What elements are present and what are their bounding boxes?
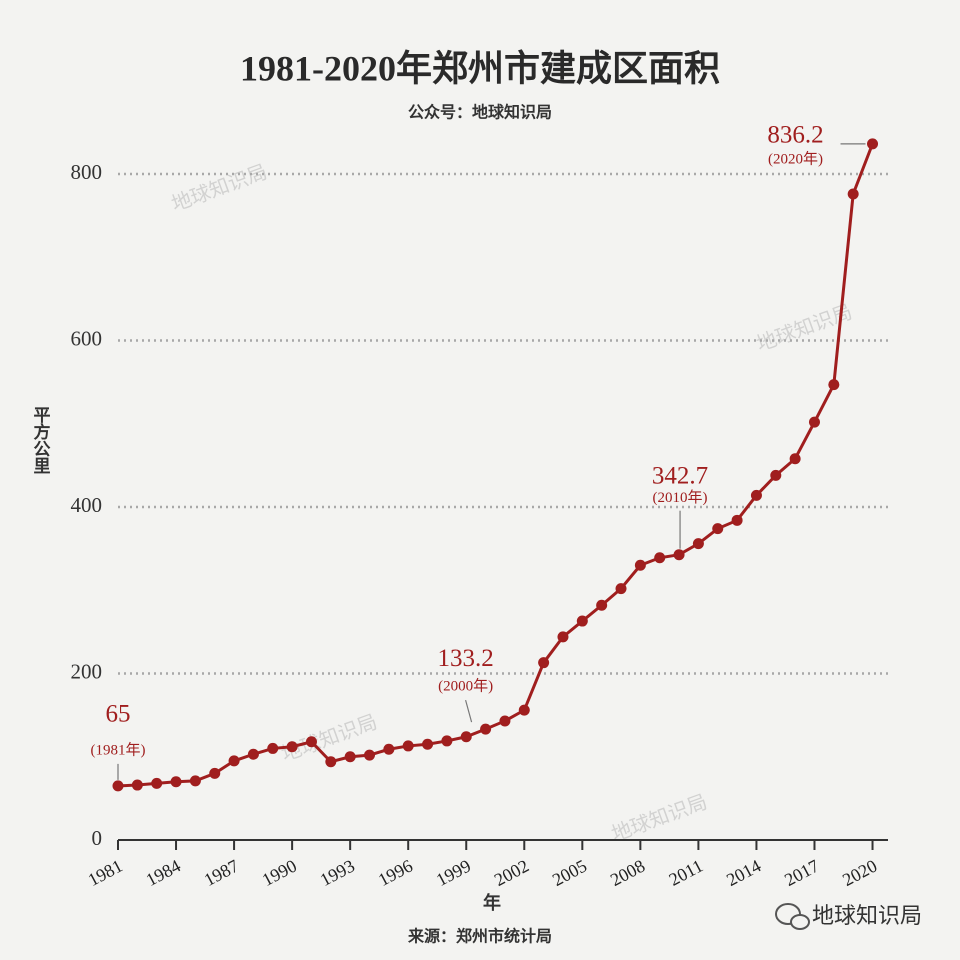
x-tick-label: 2014 [723, 856, 764, 891]
data-point [364, 749, 376, 761]
data-point [692, 538, 704, 550]
data-point [247, 748, 259, 760]
data-point [557, 631, 569, 643]
subtitle: 公众号：地球知识局 [408, 103, 552, 122]
data-point [731, 514, 743, 526]
data-point [305, 736, 317, 748]
brand-logo: 地球知识局 [775, 903, 922, 930]
data-point [750, 489, 762, 501]
data-point [344, 751, 356, 763]
annotation-label: (2000年) [438, 678, 493, 695]
annotation-value: 342.7 [652, 462, 708, 489]
x-tick-label: 1987 [201, 856, 242, 891]
annotation-label: (1981年) [91, 741, 146, 758]
x-tick-label: 2017 [781, 856, 822, 891]
brand: 地球知识局 [812, 904, 922, 929]
x-tick-label: 2008 [607, 856, 648, 891]
data-point [460, 731, 472, 743]
x-tick-label: 1981 [85, 856, 126, 891]
data-point [112, 780, 124, 792]
data-point [808, 416, 820, 428]
data-point [634, 559, 646, 571]
data-point [189, 775, 201, 787]
data-line [117, 143, 874, 788]
source: 来源：郑州市统计局 [407, 927, 552, 946]
y-tick-label: 400 [71, 493, 103, 517]
data-point [286, 741, 298, 753]
y-tick-label: 0 [92, 826, 103, 850]
data-point [131, 779, 143, 791]
data-point [847, 188, 859, 200]
data-point [712, 523, 724, 535]
data-point [828, 379, 840, 391]
data-point [441, 735, 453, 747]
watermark: 地球知识局 [608, 790, 710, 846]
x-tick-label: 1996 [375, 856, 416, 891]
x-tick-label: 1993 [317, 856, 358, 891]
data-point [170, 776, 182, 788]
data-point [209, 767, 221, 779]
data-point [151, 777, 163, 789]
data-point [770, 469, 782, 481]
annotation-value: 836.2 [767, 122, 823, 149]
x-axis-label: 年 [483, 892, 501, 913]
annotation-label: (2020年) [768, 150, 823, 167]
annotation-value: 65 [106, 701, 131, 728]
data-point [402, 740, 414, 752]
annotation-value: 133.2 [437, 645, 493, 672]
x-tick-label: 1990 [259, 856, 300, 891]
data-point [576, 615, 588, 627]
data-point [518, 704, 530, 716]
watermark: 地球知识局 [168, 160, 270, 216]
data-point [228, 755, 240, 767]
data-point [267, 742, 279, 754]
x-tick-label: 2002 [491, 856, 532, 891]
annotation-leader [465, 699, 473, 723]
y-tick-label: 800 [71, 160, 103, 184]
x-tick-label: 2005 [549, 856, 590, 891]
data-point [422, 738, 434, 750]
x-tick-label: 1984 [143, 856, 184, 891]
y-axis-label: 平方公里 [31, 406, 51, 474]
data-point [480, 723, 492, 735]
data-point [538, 657, 550, 669]
data-point [673, 549, 685, 561]
data-point [654, 552, 666, 564]
y-tick-label: 600 [71, 326, 103, 350]
data-point [867, 138, 879, 150]
data-point [615, 583, 627, 595]
data-point [325, 756, 337, 768]
data-point [499, 715, 511, 727]
chart-title: 1981-2020年郑州市建成区面积 [240, 48, 720, 88]
data-point [596, 599, 608, 611]
y-tick-label: 200 [71, 659, 103, 683]
data-point [383, 743, 395, 755]
x-tick-label: 1999 [433, 856, 474, 891]
x-tick-label: 2020 [839, 856, 880, 891]
x-tick-label: 2011 [666, 856, 707, 890]
annotation-label: (2010年) [653, 489, 708, 506]
data-point [789, 453, 801, 465]
